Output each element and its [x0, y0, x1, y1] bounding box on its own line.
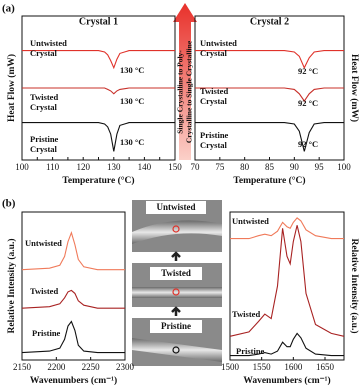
- series-label: Untwisted: [200, 38, 237, 48]
- series-line: [195, 87, 344, 102]
- x-tick-label: 100: [15, 162, 29, 172]
- panel-label: (b): [2, 198, 16, 210]
- x-tick-label: 2250: [82, 362, 101, 372]
- y-axis-label: Relative Intensity (a.u.): [349, 239, 360, 334]
- series-label: Pristine: [30, 134, 59, 144]
- x-tick-label: 2150: [13, 362, 32, 372]
- arrow-text-line: Single Crystalline to Poly-: [176, 50, 185, 134]
- plot-frame: [229, 211, 345, 361]
- y-axis-label: Relative Intensity (a.u.): [6, 239, 17, 334]
- series-label: Crystal: [30, 144, 58, 154]
- series-line: [230, 217, 344, 240]
- arrow: [171, 306, 181, 316]
- x-tick-label: 75: [215, 162, 225, 172]
- label-box: [146, 201, 206, 214]
- x-tick-label: 70: [191, 162, 201, 172]
- x-tick-label: 120: [76, 162, 90, 172]
- x-axis-label: Temperature (°C): [233, 175, 305, 186]
- series-label: Untwisted: [25, 238, 62, 248]
- x-tick-label: 150: [168, 162, 182, 172]
- x-tick-label: 95: [315, 162, 325, 172]
- x-tick-label: 140: [138, 162, 152, 172]
- series-label: Untwisted: [30, 38, 67, 48]
- x-tick-label: 100: [337, 162, 351, 172]
- annotation: 130 °C: [120, 96, 144, 106]
- annotation: 130 °C: [120, 65, 144, 75]
- arrow: [171, 251, 181, 261]
- x-tick-label: 80: [240, 162, 250, 172]
- series-line: [195, 122, 344, 152]
- annotation: 92 °C: [298, 98, 318, 108]
- series-label: Twisted: [200, 86, 228, 96]
- series-line: [22, 87, 175, 95]
- panel-label: (a): [2, 3, 15, 15]
- series-line: [230, 332, 344, 357]
- chart-title: Crystal 2: [250, 16, 289, 27]
- annotation: 92 °C: [298, 139, 318, 149]
- fiber: [132, 338, 222, 362]
- x-tick-label: 85: [265, 162, 275, 172]
- label-box: [150, 267, 202, 280]
- series-line: [22, 122, 175, 152]
- x-tick-label: 1550: [253, 362, 272, 372]
- label-box: [150, 320, 202, 333]
- x-tick-label: 2300: [116, 362, 135, 372]
- micrograph-label: Untwisted: [156, 202, 195, 212]
- x-axis-label: Wavenumbers (cm⁻¹): [30, 375, 117, 386]
- series-label: Twisted: [232, 309, 260, 319]
- micrographs: Untwisted Twisted Pristine: [132, 200, 222, 366]
- spot: [172, 288, 180, 296]
- series-label: Pristine: [32, 328, 61, 338]
- series-label: Untwisted: [232, 216, 269, 226]
- series-line: [229, 225, 345, 337]
- series-label: Twisted: [30, 92, 58, 102]
- series-label: Crystal: [200, 48, 228, 58]
- spot: [172, 346, 180, 354]
- plot-frame: [21, 211, 126, 361]
- x-tick-label: 110: [46, 162, 60, 172]
- arrow: [173, 3, 197, 160]
- x-axis-label: Temperature (°C): [62, 175, 134, 186]
- arrow-text-line: Crystalline to Single Crystalline: [185, 40, 194, 143]
- x-tick-label: 130: [107, 162, 121, 172]
- micrograph-label: Twisted: [161, 268, 191, 278]
- series-label: Crystal: [200, 140, 228, 150]
- annotation: 92 °C: [298, 66, 318, 76]
- series-label: Crystal: [30, 48, 58, 58]
- series-label: Pristine: [236, 346, 265, 356]
- chart-title: Crystal 1: [79, 16, 118, 27]
- series-label: Twisted: [30, 286, 58, 296]
- annotation: 130 °C: [120, 137, 144, 147]
- series-label: Crystal: [200, 96, 228, 106]
- series-line: [22, 50, 175, 70]
- x-tick-label: 2200: [47, 362, 66, 372]
- x-tick-label: 1650: [316, 362, 335, 372]
- arrow-text: Single Crystalline to Poly- Crystalline …: [176, 40, 194, 143]
- x-tick-label: 1600: [284, 362, 303, 372]
- x-axis-label: Wavenumbers (cm⁻¹): [243, 375, 330, 386]
- spot: [172, 225, 180, 233]
- y-axis-label: Heat Flow (mW): [6, 54, 17, 122]
- series-label: Pristine: [200, 130, 229, 140]
- fiber: [132, 287, 222, 298]
- y-axis-label: Heat Flow (mW): [349, 54, 360, 122]
- micrograph-label: Pristine: [161, 321, 191, 331]
- x-tick-label: 90: [290, 162, 300, 172]
- x-tick-label: 1500: [221, 362, 240, 372]
- series-line: [21, 320, 125, 354]
- series-line: [21, 230, 125, 271]
- series-label: Crystal: [30, 102, 58, 112]
- series-line: [21, 289, 125, 309]
- series-line: [195, 50, 344, 70]
